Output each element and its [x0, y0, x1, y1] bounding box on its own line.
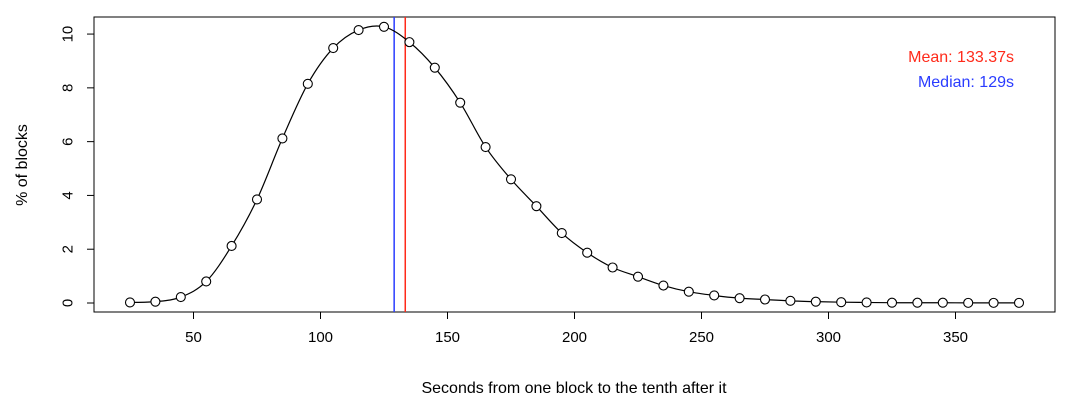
data-point	[709, 290, 720, 301]
series-line	[129, 25, 1019, 304]
x-tick-label: 150	[435, 329, 460, 346]
x-axis-label: Seconds from one block to the tenth afte…	[421, 380, 727, 397]
y-axis-label: % of blocks	[14, 124, 31, 206]
data-point	[505, 174, 517, 185]
data-point	[201, 276, 212, 287]
data-point	[810, 296, 821, 307]
data-point	[328, 43, 339, 54]
x-tick-label: 50	[185, 329, 202, 346]
data-point	[226, 240, 237, 252]
data-point	[937, 297, 948, 308]
x-tick-label: 300	[816, 329, 841, 346]
data-point	[734, 293, 745, 304]
x-tick-label: 350	[943, 329, 968, 346]
data-point	[150, 296, 161, 307]
data-point	[963, 297, 974, 308]
y-tick-label: 4	[60, 191, 77, 199]
legend-median-label: Median: 129s	[918, 74, 1014, 91]
y-tick-label: 10	[60, 26, 77, 43]
data-point	[886, 297, 898, 308]
y-axis: 0 2 4 6 8 10	[60, 26, 95, 307]
x-axis: 50 100 150 200 250 300 350	[185, 311, 968, 346]
data-point	[404, 37, 415, 48]
y-tick-label: 6	[60, 137, 77, 145]
y-tick-label: 0	[60, 299, 77, 307]
data-point	[251, 194, 263, 205]
x-tick-label: 250	[689, 329, 714, 346]
legend: Mean: 133.37s Median: 129s	[908, 49, 1014, 91]
data-point	[124, 297, 136, 308]
data-point	[277, 133, 288, 144]
data-point	[785, 295, 796, 306]
data-point	[353, 24, 364, 36]
reference-lines	[393, 17, 407, 312]
legend-mean-label: Mean: 133.37s	[908, 49, 1014, 66]
y-tick-label: 2	[60, 245, 77, 253]
x-tick-label: 200	[562, 329, 587, 346]
data-point	[658, 280, 669, 291]
data-point	[175, 292, 186, 303]
data-point	[1013, 297, 1025, 308]
data-point	[556, 228, 567, 239]
data-point	[759, 294, 771, 305]
data-point	[480, 141, 491, 153]
data-point	[861, 297, 872, 308]
x-tick-label: 100	[308, 329, 333, 346]
data-point	[988, 297, 999, 308]
data-point	[455, 97, 466, 108]
data-point	[582, 247, 593, 258]
data-point	[912, 297, 923, 308]
series-layer	[124, 21, 1025, 308]
data-point	[683, 286, 694, 297]
data-point	[429, 62, 440, 73]
data-point	[378, 21, 390, 32]
data-point	[632, 271, 644, 282]
data-point	[607, 262, 618, 273]
data-point	[836, 297, 847, 308]
data-point	[531, 201, 542, 212]
y-tick-label: 8	[60, 84, 77, 92]
data-point	[302, 78, 313, 89]
